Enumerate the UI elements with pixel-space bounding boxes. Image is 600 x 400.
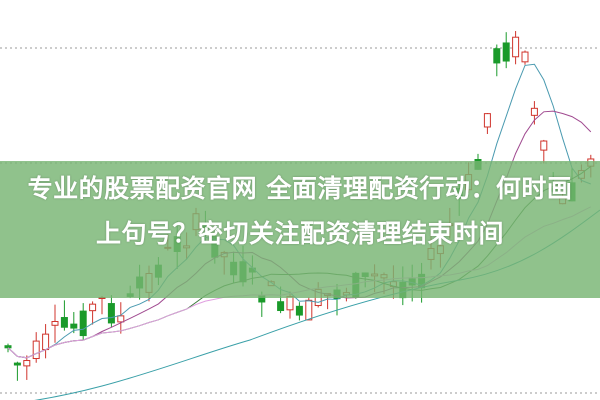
candle-body: [286, 296, 294, 311]
candle-body: [42, 333, 50, 351]
candle-body: [23, 360, 31, 367]
candle-body: [540, 140, 548, 151]
candle-body: [483, 113, 491, 128]
candle-body: [13, 362, 21, 366]
candle-body: [79, 310, 87, 337]
headline-line-2: 上句号？密切关注配资清理结束时间: [95, 219, 504, 248]
headline-line-1: 专业的股票配资官网 全面清理配资行动：何时画: [27, 174, 573, 203]
candle-body: [89, 303, 97, 312]
headline-banner: [0, 161, 600, 298]
moving-average-5: [7, 63, 591, 359]
candle-body: [502, 42, 510, 62]
candle-body: [70, 323, 78, 329]
candle-body: [305, 299, 313, 321]
candle-body: [32, 340, 40, 360]
candle-body: [295, 305, 303, 316]
candle-body: [117, 315, 125, 323]
candle-body: [51, 321, 59, 326]
candle-body: [530, 107, 538, 116]
candle-body: [107, 303, 115, 324]
candle-body: [277, 301, 285, 312]
candle-body: [512, 36, 520, 58]
candle-body: [493, 48, 501, 64]
candle-body: [4, 345, 12, 349]
headline: 专业的股票配资官网 全面清理配资行动：何时画 上句号？密切关注配资清理结束时间: [0, 166, 600, 256]
candle-body: [521, 51, 529, 63]
candle-body: [60, 317, 68, 328]
